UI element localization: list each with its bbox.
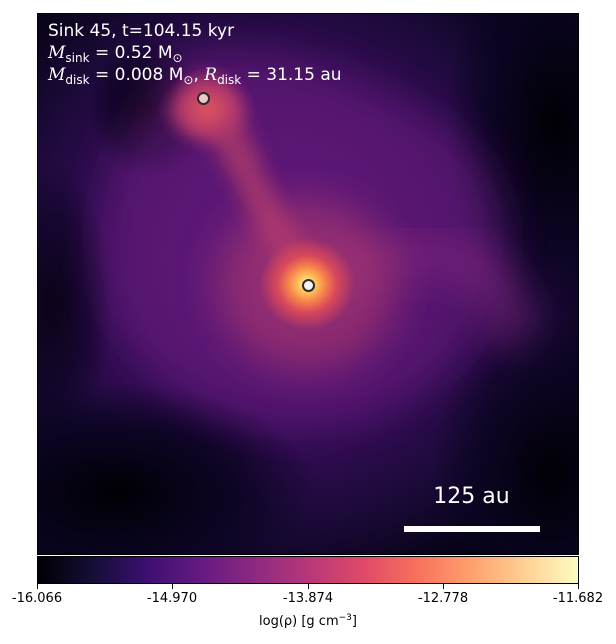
colorbar-tick (443, 584, 444, 589)
scalebar (404, 526, 540, 532)
colorbar-tick (578, 584, 579, 589)
colorbar-tick (172, 584, 173, 589)
primary-sink-marker (302, 279, 315, 292)
sink-title: Sink 45, t=104.15 kyr (48, 21, 235, 41)
colorbar-tick (37, 584, 38, 589)
density-map-panel: Sink 45, t=104.15 kyr Msink = 0.52 M⊙ Md… (37, 13, 579, 555)
colorbar-tick (308, 584, 309, 589)
colorbar (37, 556, 579, 584)
colorbar-tick-label: -14.970 (146, 591, 198, 606)
colorbar-tick-label: -16.066 (11, 591, 63, 606)
colorbar-label: log(ρ) [g cm−3] (259, 613, 357, 629)
disk-properties-label: Mdisk = 0.008 M⊙, Rdisk = 31.15 au (48, 65, 342, 87)
sink-mass-label: Msink = 0.52 M⊙ (48, 43, 183, 65)
scalebar-label: 125 au (433, 484, 510, 509)
colorbar-tick-label: -12.778 (417, 591, 469, 606)
colorbar-tick-label: -13.874 (282, 591, 334, 606)
colorbar-tick-label: -11.682 (552, 591, 604, 606)
secondary-sink-marker (197, 92, 210, 105)
